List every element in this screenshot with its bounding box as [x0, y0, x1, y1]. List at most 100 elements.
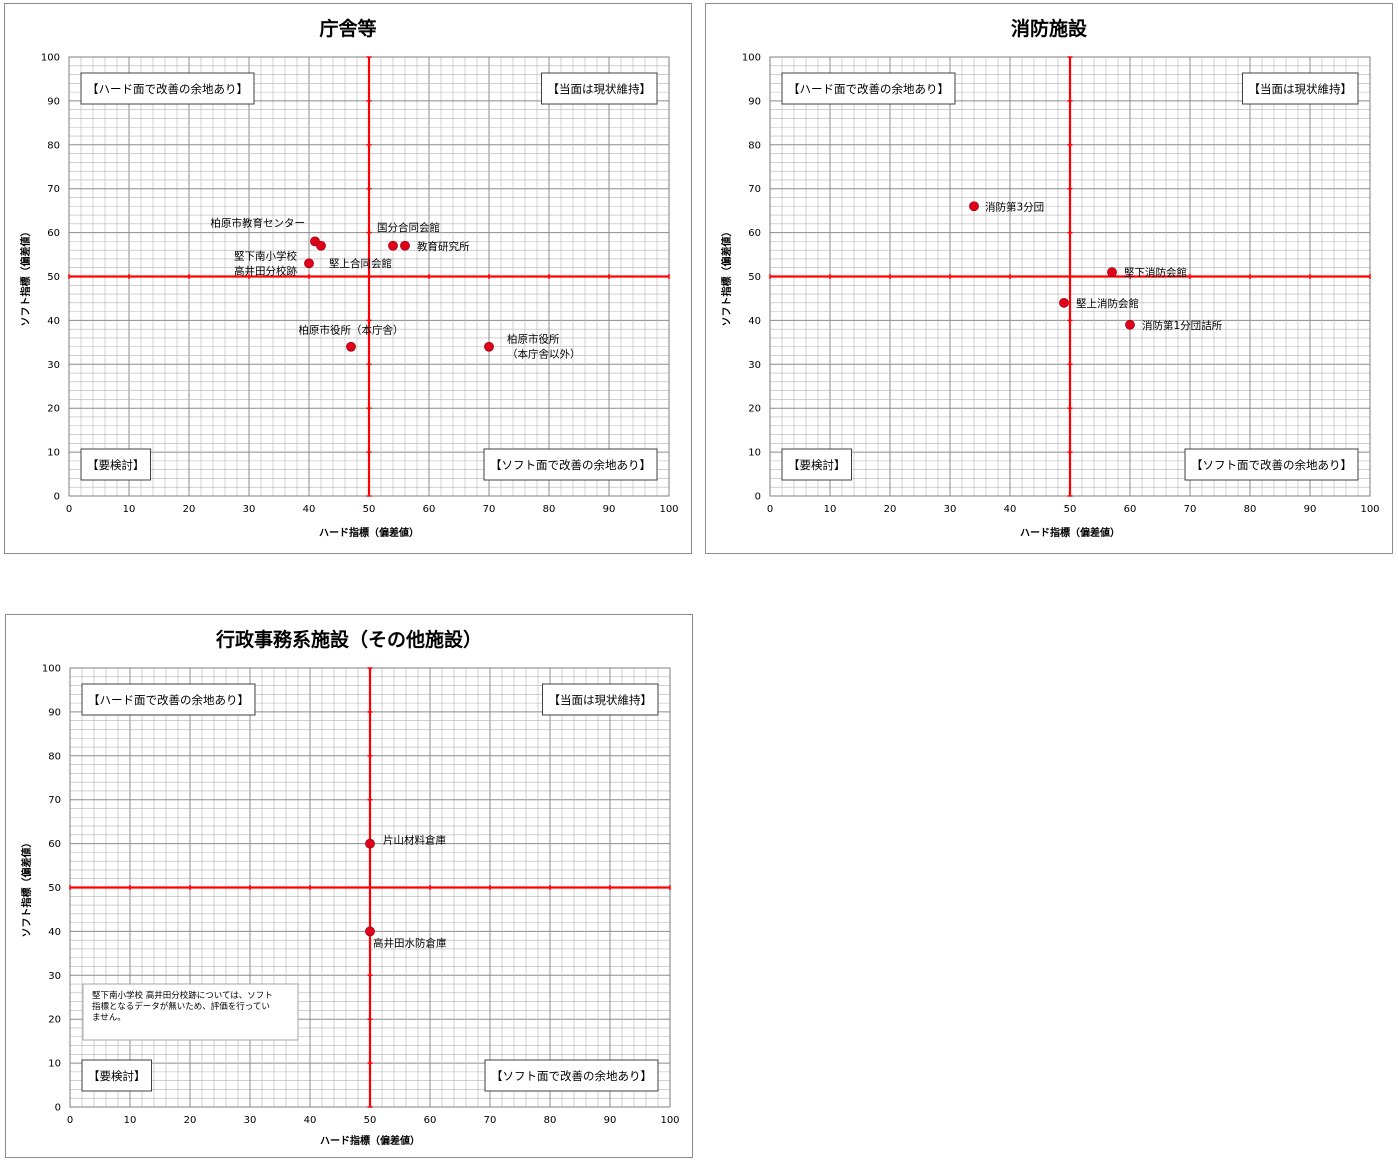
data-point [969, 201, 979, 212]
x-tick-label: 70 [1184, 504, 1197, 515]
x-tick-label: 40 [304, 1115, 317, 1126]
x-tick-label: 20 [184, 1115, 197, 1126]
data-point [365, 838, 375, 849]
quadrant-label-text: 【当面は現状維持】 [1249, 82, 1353, 96]
y-tick-label: 100 [42, 664, 61, 675]
data-point-label: 消防第3分団 [985, 200, 1044, 213]
quadrant-label-top-right: 【当面は現状維持】 [542, 683, 659, 716]
chart-title: 消防施設 [1011, 17, 1088, 40]
quadrant-label-text: 【ハード面で改善の余地あり】 [788, 82, 949, 96]
y-axis-label: ソフト指標（偏差値） [20, 838, 33, 938]
y-tick-label: 80 [748, 140, 761, 151]
quadrant-label-bottom-left: 【要検討】 [781, 448, 852, 481]
data-point [365, 926, 375, 937]
quadrant-label-box [541, 72, 658, 105]
quadrant-label-text: 【要検討】 [87, 458, 145, 472]
quadrant-label-text: 【ハード面で改善の余地あり】 [87, 82, 248, 96]
y-axis-label: ソフト指標（偏差値） [19, 227, 32, 327]
y-tick-label: 100 [41, 53, 60, 64]
y-tick-label: 20 [48, 1015, 61, 1026]
chart-panel-fire-facilities: 消防施設 0 10 20 30 40 50 60 70 80 90 100 0 10 20 30 40 50 60 7… [705, 3, 1393, 554]
y-tick-label: 20 [748, 404, 761, 415]
quadrant-label-text: 【要検討】 [788, 458, 846, 472]
x-tick-label: 40 [303, 504, 316, 515]
quadrant-label-box [484, 1059, 659, 1092]
y-tick-label: 10 [47, 448, 60, 459]
quadrant-label-box [80, 448, 151, 481]
quadrant-label-box [781, 448, 852, 481]
x-tick-label: 30 [244, 1115, 257, 1126]
y-tick-label: 40 [748, 316, 761, 327]
x-tick-label: 80 [1244, 504, 1257, 515]
x-tick-label: 80 [543, 504, 556, 515]
y-tick-label: 90 [748, 96, 761, 107]
x-tick-label: 30 [243, 504, 256, 515]
y-tick-label: 90 [48, 707, 61, 718]
quadrant-label-box [80, 72, 255, 105]
y-tick-label: 0 [55, 1103, 61, 1114]
y-axis-label: ソフト指標（偏差値） [720, 227, 733, 327]
x-tick-label: 20 [183, 504, 196, 515]
x-tick-label: 60 [423, 504, 436, 515]
x-tick-label: 90 [1304, 504, 1317, 515]
y-tick-label: 30 [748, 360, 761, 371]
data-point [304, 258, 314, 269]
data-point-label: 柏原市役所 [507, 333, 560, 346]
x-tick-label: 50 [1064, 504, 1077, 515]
quadrant-label-box [1184, 448, 1359, 481]
quadrant-label-top-left: 【ハード面で改善の余地あり】 [81, 683, 256, 716]
chart-panel-administrative-other: 行政事務系施設（その他施設） 0 10 20 30 40 50 60 70 80 90 100 0 10 2… [5, 614, 693, 1158]
x-tick-label: 80 [544, 1115, 557, 1126]
y-tick-label: 0 [755, 492, 761, 503]
y-tick-label: 50 [48, 883, 61, 894]
quadrant-label-box [542, 683, 659, 716]
quadrant-label-box [1242, 72, 1359, 105]
quadrant-label-bottom-right: 【ソフト面で改善の余地あり】 [1184, 448, 1359, 481]
note-box: 堅下南小学校 高井田分校跡については、ソフト指標となるデータが無いため、評価を行… [82, 983, 299, 1041]
y-tick-label: 60 [47, 228, 60, 239]
data-point [1107, 267, 1117, 278]
x-tick-label: 0 [66, 504, 72, 515]
quadrant-label-box [81, 1059, 152, 1092]
x-tick-label: 0 [67, 1115, 73, 1126]
data-point [484, 341, 494, 352]
y-tick-label: 0 [54, 492, 60, 503]
x-tick-label: 0 [767, 504, 773, 515]
chart-panel-government-offices: 庁舎等 0 10 20 30 40 50 60 70 80 90 100 0 10 20 30 40 50 60 70… [4, 3, 692, 554]
x-tick-label: 10 [124, 1115, 137, 1126]
x-axis-label: ハード指標（偏差値） [1020, 526, 1120, 539]
data-point-label: 堅上合同会館 [329, 257, 392, 270]
quadrant-label-bottom-left: 【要検討】 [81, 1059, 152, 1092]
note-text: 堅下南小学校 高井田分校跡については、ソフト [92, 990, 273, 1001]
quadrant-label-text: 【ソフト面で改善の余地あり】 [1191, 458, 1352, 472]
y-tick-label: 80 [48, 751, 61, 762]
x-tick-label: 70 [483, 504, 496, 515]
quadrant-label-top-left: 【ハード面で改善の余地あり】 [80, 72, 255, 105]
quadrant-label-bottom-left: 【要検討】 [80, 448, 151, 481]
quadrant-label-top-right: 【当面は現状維持】 [541, 72, 658, 105]
quadrant-label-bottom-right: 【ソフト面で改善の余地あり】 [483, 448, 658, 481]
x-tick-label: 10 [123, 504, 136, 515]
x-tick-label: 90 [604, 1115, 617, 1126]
x-axis-label: ハード指標（偏差値） [319, 526, 419, 539]
quadrant-label-text: 【当面は現状維持】 [548, 82, 652, 96]
data-point-label: （本庁舎以外） [507, 348, 581, 361]
quadrant-label-box [483, 448, 658, 481]
y-tick-label: 100 [742, 53, 761, 64]
y-tick-label: 20 [47, 404, 60, 415]
note-box-border [82, 983, 299, 1041]
data-point-label: 堅上消防会館 [1076, 297, 1139, 310]
x-tick-label: 100 [659, 504, 678, 515]
quadrant-label-bottom-right: 【ソフト面で改善の余地あり】 [484, 1059, 659, 1092]
quadrant-label-box [81, 683, 256, 716]
data-point-label: 堅下消防会館 [1124, 266, 1187, 279]
y-tick-label: 80 [47, 140, 60, 151]
y-tick-label: 30 [48, 971, 61, 982]
note-text: ません。 [92, 1013, 126, 1023]
data-point [400, 240, 410, 251]
quadrant-label-text: 【当面は現状維持】 [549, 693, 653, 707]
data-point [346, 341, 356, 352]
x-tick-label: 50 [363, 504, 376, 515]
data-point-label: 片山材料倉庫 [383, 834, 446, 847]
data-point-label: 柏原市役所（本庁舎） [299, 324, 404, 337]
